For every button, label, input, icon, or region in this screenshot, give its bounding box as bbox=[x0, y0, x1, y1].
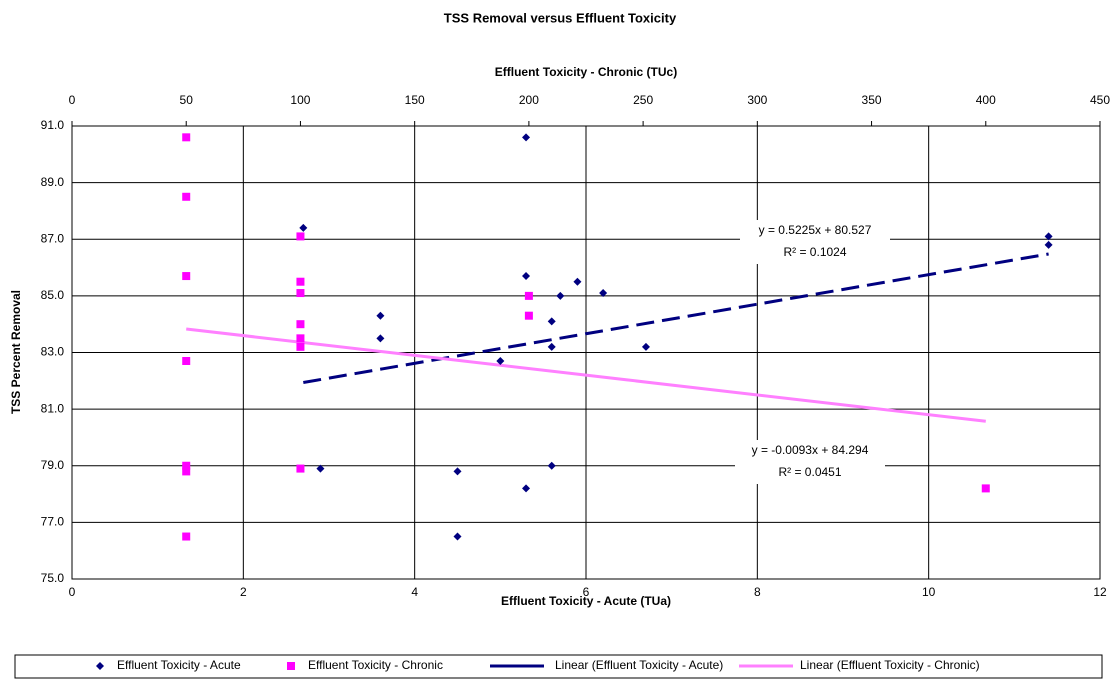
legend-label: Effluent Toxicity - Acute bbox=[117, 658, 241, 672]
point bbox=[182, 467, 191, 476]
trend-line bbox=[186, 327, 986, 423]
point bbox=[376, 311, 385, 320]
x-tick-label: 6 bbox=[583, 585, 590, 599]
point bbox=[524, 291, 533, 300]
x2-tick-label: 350 bbox=[862, 93, 882, 107]
legend-label: Linear (Effluent Toxicity - Chronic) bbox=[800, 658, 980, 672]
point bbox=[547, 317, 556, 326]
x-tick-label: 2 bbox=[240, 585, 247, 599]
legend-label: Effluent Toxicity - Chronic bbox=[308, 658, 443, 672]
y-tick-label: 89.0 bbox=[41, 175, 65, 189]
x-tick-label: 0 bbox=[69, 585, 76, 599]
point bbox=[296, 320, 305, 329]
x2-tick-label: 300 bbox=[747, 93, 767, 107]
annotation-r2: R² = 0.1024 bbox=[783, 245, 846, 259]
point bbox=[182, 272, 191, 281]
legend-marker bbox=[96, 662, 104, 670]
annotation-box bbox=[740, 220, 890, 264]
point bbox=[547, 461, 556, 470]
point bbox=[182, 356, 191, 365]
point bbox=[182, 133, 191, 142]
point bbox=[296, 232, 305, 241]
chart-title: TSS Removal versus Effluent Toxicity bbox=[444, 10, 677, 25]
x2-tick-label: 200 bbox=[519, 93, 539, 107]
x2-tick-label: 250 bbox=[633, 93, 653, 107]
point bbox=[522, 272, 531, 281]
point bbox=[496, 356, 505, 365]
point bbox=[182, 192, 191, 201]
point bbox=[299, 223, 308, 232]
x2-tick-label: 50 bbox=[180, 93, 194, 107]
legend-box bbox=[14, 654, 1103, 679]
legend-marker bbox=[287, 662, 295, 670]
annotation-equation: y = 0.5225x + 80.527 bbox=[759, 223, 872, 237]
point bbox=[453, 467, 462, 476]
x-tick-label: 10 bbox=[922, 585, 936, 599]
point bbox=[522, 133, 531, 142]
point bbox=[453, 532, 462, 541]
x2-tick-label: 100 bbox=[290, 93, 310, 107]
x-tick-label: 8 bbox=[754, 585, 761, 599]
y-tick-label: 81.0 bbox=[41, 401, 65, 415]
point bbox=[376, 334, 385, 343]
x2-tick-label: 0 bbox=[69, 93, 76, 107]
annotation-r2: R² = 0.0451 bbox=[778, 465, 841, 479]
point bbox=[599, 289, 608, 298]
x2-tick-label: 400 bbox=[976, 93, 996, 107]
point bbox=[1044, 232, 1053, 241]
annotation-equation: y = -0.0093x + 84.294 bbox=[752, 443, 869, 457]
annotation-box bbox=[735, 440, 885, 484]
point bbox=[296, 334, 305, 343]
y-tick-label: 87.0 bbox=[41, 231, 65, 245]
x2-tick-label: 150 bbox=[405, 93, 425, 107]
point bbox=[182, 461, 191, 470]
y-tick-label: 77.0 bbox=[41, 515, 65, 529]
point bbox=[296, 342, 305, 351]
y-tick-label: 75.0 bbox=[41, 571, 65, 585]
legend-label: Linear (Effluent Toxicity - Acute) bbox=[555, 658, 723, 672]
point bbox=[573, 277, 582, 286]
point bbox=[182, 532, 191, 541]
point bbox=[296, 277, 305, 286]
x-tick-label: 12 bbox=[1093, 585, 1107, 599]
point bbox=[641, 342, 650, 351]
y-axis-title: TSS Percent Removal bbox=[9, 290, 23, 414]
y-tick-label: 79.0 bbox=[41, 458, 65, 472]
x2-tick-label: 450 bbox=[1090, 93, 1110, 107]
point bbox=[547, 342, 556, 351]
point bbox=[524, 311, 533, 320]
point bbox=[316, 464, 325, 473]
y-tick-label: 91.0 bbox=[41, 118, 65, 132]
point bbox=[296, 464, 305, 473]
point bbox=[981, 484, 990, 493]
point bbox=[1044, 240, 1053, 249]
point bbox=[556, 291, 565, 300]
y-tick-label: 85.0 bbox=[41, 288, 65, 302]
point bbox=[296, 289, 305, 298]
point bbox=[522, 484, 531, 493]
x2-axis-title: Effluent Toxicity - Chronic (TUc) bbox=[495, 65, 677, 79]
x-tick-label: 4 bbox=[411, 585, 418, 599]
y-tick-label: 83.0 bbox=[41, 345, 65, 359]
x-axis-title: Effluent Toxicity - Acute (TUa) bbox=[501, 594, 671, 608]
trend-line bbox=[303, 252, 1049, 384]
